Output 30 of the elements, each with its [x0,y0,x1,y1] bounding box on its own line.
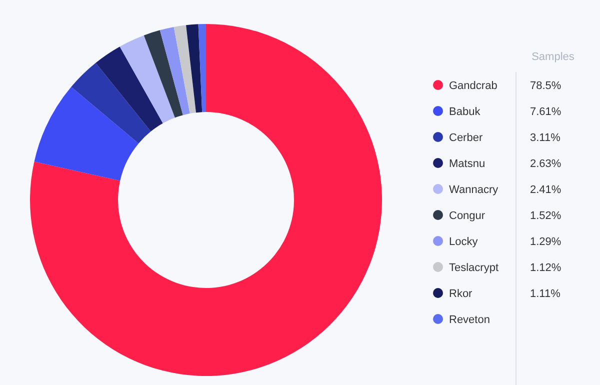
donut-slice [34,86,139,181]
data-label: 2.63% [530,158,562,170]
legend-title: Samples [532,51,575,63]
donut-slice [71,62,151,144]
legend-label: Reveton [449,314,490,326]
data-label: 1.11% [530,288,561,300]
data-label: 1.52% [530,210,562,222]
legend-label: Locky [449,236,478,248]
donut-slice [198,24,206,112]
donut-slice [120,35,175,124]
donut-slice [144,30,183,118]
donut-slice [186,24,202,113]
data-label: 1.29% [530,236,562,248]
donut-slice [174,25,196,114]
legend-label: Rkor [449,288,473,300]
legend-label: Babuk [449,106,481,118]
legend-label: Teslacrypt [449,262,499,274]
legend-label: Cerber [449,132,483,144]
data-label: 1.12% [530,262,562,274]
donut-slice [160,26,190,116]
legend-label: Wannacry [449,184,499,196]
legend-label: Congur [449,210,486,222]
data-label: 78.5% [530,80,562,92]
donut-slice [30,24,382,376]
data-label: 2.41% [530,184,562,196]
legend-label: Gandcrab [449,80,498,92]
data-label: 7.61% [530,106,562,118]
legend-label: Matsnu [449,158,486,170]
donut-slice [96,46,163,132]
data-label: 3.11% [530,132,561,144]
